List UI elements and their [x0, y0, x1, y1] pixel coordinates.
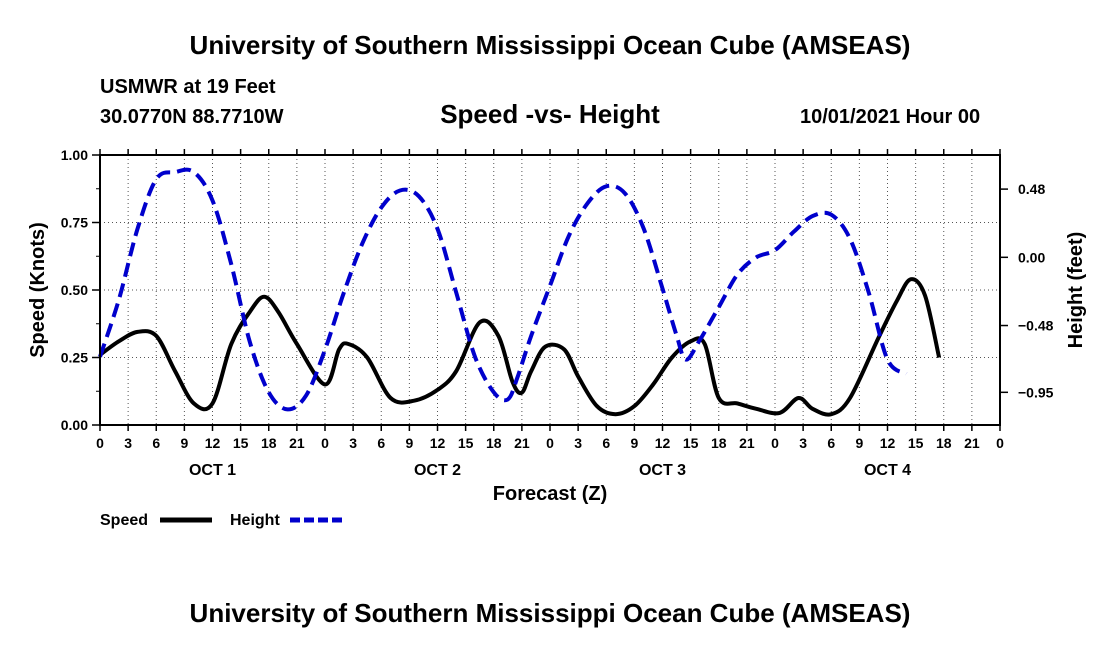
x-tick-label: 18	[261, 435, 277, 451]
legend-label-speed: Speed	[100, 512, 148, 529]
y2-tick-label: −0.48	[1018, 318, 1054, 334]
x-tick-label: 9	[855, 435, 863, 451]
x-tick-label: 0	[996, 435, 1004, 451]
x-tick-label: 6	[827, 435, 835, 451]
x-tick-label: 3	[799, 435, 807, 451]
x-tick-label: 21	[289, 435, 305, 451]
x-tick-label: 18	[486, 435, 502, 451]
y-tick-label: 1.00	[61, 147, 88, 163]
day-label: OCT 3	[639, 462, 686, 479]
x-tick-label: 9	[405, 435, 413, 451]
station-label: USMWR at 19 Feet	[100, 76, 276, 98]
x-tick-label: 21	[514, 435, 530, 451]
y2-tick-label: 0.48	[1018, 181, 1045, 197]
y-tick-label: 0.00	[61, 417, 88, 433]
x-tick-label: 12	[205, 435, 221, 451]
day-label: OCT 2	[414, 462, 461, 479]
height-series-line	[98, 167, 908, 412]
legend-label-height: Height	[230, 512, 280, 529]
day-label: OCT 1	[189, 462, 236, 479]
x-tick-label: 18	[711, 435, 727, 451]
x-tick-label: 21	[739, 435, 755, 451]
page-title-top: University of Southern Mississippi Ocean…	[189, 30, 911, 60]
x-tick-label: 3	[349, 435, 357, 451]
y2-axis-title: Height (feet)	[1065, 232, 1087, 349]
y-tick-label: 0.50	[61, 282, 88, 298]
legend: Speed Height	[100, 512, 342, 529]
speed-series-line	[98, 277, 942, 417]
axis-layer: 0 3 6 9 12 15 18 21 0 3 6 9 12 15 18 21 0 3 6 9 12 15 18 21 0 3 6 9…	[61, 147, 1054, 479]
y2-tick-label: −0.95	[1018, 384, 1054, 400]
coordinates-label: 30.0770N 88.7710W	[100, 106, 284, 128]
forecast-datetime: 10/01/2021 Hour 00	[800, 106, 981, 128]
x-tick-label: 6	[152, 435, 160, 451]
x-tick-label: 0	[771, 435, 779, 451]
x-tick-label: 3	[574, 435, 582, 451]
y-tick-label: 0.75	[61, 215, 88, 231]
x-tick-label: 9	[180, 435, 188, 451]
grid-layer	[99, 155, 1001, 425]
x-tick-label: 15	[233, 435, 249, 451]
day-label: OCT 4	[864, 462, 911, 479]
x-tick-label: 18	[936, 435, 952, 451]
page-title-bottom: University of Southern Mississippi Ocean…	[189, 598, 911, 628]
x-tick-label: 15	[683, 435, 699, 451]
x-tick-label: 15	[458, 435, 474, 451]
chart-title: Speed -vs- Height	[440, 99, 660, 129]
x-tick-label: 3	[124, 435, 132, 451]
x-tick-label: 12	[430, 435, 446, 451]
x-tick-label: 21	[964, 435, 980, 451]
x-tick-label: 0	[96, 435, 104, 451]
y2-tick-label: 0.00	[1018, 249, 1045, 265]
x-tick-label: 9	[630, 435, 638, 451]
x-tick-label: 0	[321, 435, 329, 451]
y-tick-label: 0.25	[61, 350, 88, 366]
x-tick-label: 6	[377, 435, 385, 451]
x-axis-title: Forecast (Z)	[493, 483, 607, 505]
x-tick-label: 0	[546, 435, 554, 451]
y-axis-title: Speed (Knots)	[27, 222, 49, 358]
x-tick-label: 12	[655, 435, 671, 451]
x-tick-label: 15	[908, 435, 924, 451]
series-layer	[98, 167, 942, 417]
x-tick-label: 6	[602, 435, 610, 451]
x-tick-label: 12	[880, 435, 896, 451]
